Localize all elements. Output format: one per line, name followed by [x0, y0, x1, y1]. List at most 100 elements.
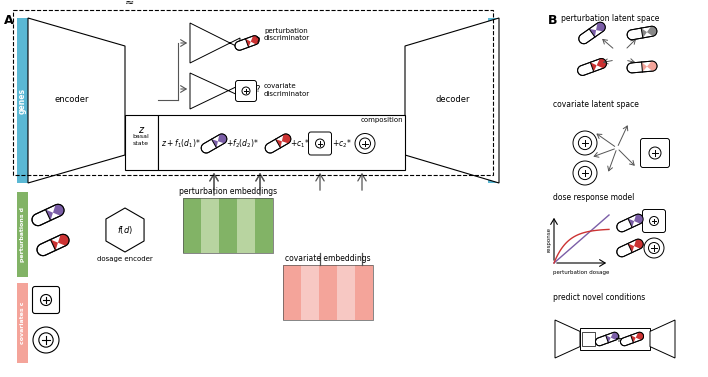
Polygon shape — [50, 234, 69, 250]
Bar — [237, 198, 255, 253]
Polygon shape — [235, 36, 259, 50]
Text: dose response model: dose response model — [553, 193, 634, 202]
Text: covariate latent space: covariate latent space — [553, 100, 639, 109]
Text: perturbation dosage: perturbation dosage — [554, 270, 610, 275]
Polygon shape — [641, 61, 657, 72]
Circle shape — [649, 216, 658, 225]
Polygon shape — [628, 214, 643, 228]
Bar — [283, 265, 301, 320]
Text: genes: genes — [18, 87, 27, 113]
FancyBboxPatch shape — [236, 81, 256, 101]
Polygon shape — [627, 61, 657, 73]
Circle shape — [316, 139, 324, 148]
Text: $f(d)$: $f(d)$ — [117, 224, 133, 236]
Bar — [183, 198, 273, 253]
Bar — [158, 115, 405, 170]
Text: $+c_2$*: $+c_2$* — [332, 137, 352, 150]
FancyBboxPatch shape — [309, 132, 331, 155]
Text: predict novel conditions: predict novel conditions — [553, 293, 645, 302]
Bar — [582, 332, 595, 346]
Polygon shape — [631, 332, 644, 343]
FancyBboxPatch shape — [642, 210, 666, 233]
Polygon shape — [190, 23, 240, 63]
Circle shape — [40, 294, 52, 305]
Text: basal: basal — [132, 134, 149, 139]
Text: decoder: decoder — [435, 95, 470, 104]
Polygon shape — [617, 239, 643, 257]
Polygon shape — [590, 58, 606, 72]
Polygon shape — [605, 332, 619, 343]
Text: composition: composition — [360, 117, 403, 123]
Polygon shape — [37, 234, 69, 256]
Polygon shape — [579, 22, 605, 44]
Bar — [255, 198, 273, 253]
Text: response: response — [546, 227, 551, 251]
Circle shape — [578, 136, 592, 150]
Polygon shape — [641, 26, 657, 38]
Bar — [219, 198, 237, 253]
Polygon shape — [201, 134, 227, 153]
Text: z: z — [139, 125, 144, 135]
Polygon shape — [650, 320, 675, 358]
Text: dosage encoder: dosage encoder — [97, 256, 153, 262]
Text: perturbation embeddings: perturbation embeddings — [179, 187, 277, 196]
Circle shape — [644, 238, 664, 258]
Text: state: state — [133, 141, 149, 146]
Text: $z+f_1(d_1)$*: $z+f_1(d_1)$* — [161, 137, 201, 150]
Circle shape — [355, 133, 375, 153]
Text: covariates c: covariates c — [20, 302, 25, 344]
Circle shape — [649, 147, 661, 159]
Bar — [355, 265, 373, 320]
Bar — [319, 265, 337, 320]
Polygon shape — [628, 239, 643, 253]
Text: encoder: encoder — [55, 95, 89, 104]
FancyBboxPatch shape — [641, 138, 670, 167]
Polygon shape — [212, 134, 227, 148]
Bar — [125, 115, 158, 170]
Polygon shape — [617, 214, 643, 232]
Polygon shape — [578, 58, 606, 75]
Bar — [17, 283, 28, 363]
Circle shape — [33, 327, 59, 353]
Text: B: B — [548, 14, 557, 27]
Polygon shape — [627, 26, 657, 40]
Text: genes: genes — [489, 87, 498, 113]
Text: ?: ? — [255, 37, 260, 46]
Bar — [13, 10, 493, 175]
Bar — [183, 198, 201, 253]
Polygon shape — [246, 36, 259, 47]
Circle shape — [578, 166, 592, 179]
Polygon shape — [266, 134, 291, 153]
Text: covariate embeddings: covariate embeddings — [285, 254, 371, 263]
Circle shape — [573, 131, 597, 155]
Bar — [488, 18, 499, 183]
Polygon shape — [32, 204, 64, 226]
Polygon shape — [275, 134, 291, 148]
Bar — [283, 265, 373, 320]
Polygon shape — [190, 73, 240, 109]
Circle shape — [360, 138, 370, 149]
Text: perturbation latent space: perturbation latent space — [561, 14, 659, 23]
Polygon shape — [589, 22, 605, 37]
Polygon shape — [405, 18, 499, 183]
Text: $+c_1$*: $+c_1$* — [290, 137, 310, 150]
Circle shape — [39, 333, 53, 347]
Circle shape — [573, 161, 597, 185]
Bar — [337, 265, 355, 320]
Text: perturbation
discriminator: perturbation discriminator — [264, 29, 310, 41]
Bar — [17, 192, 28, 277]
Bar — [201, 198, 219, 253]
Text: ?: ? — [255, 86, 260, 95]
Bar — [17, 18, 28, 183]
Circle shape — [242, 87, 250, 95]
Polygon shape — [45, 204, 64, 221]
FancyBboxPatch shape — [33, 287, 59, 314]
Bar — [580, 328, 650, 350]
Bar — [301, 265, 319, 320]
Text: ≈: ≈ — [125, 0, 135, 8]
Polygon shape — [555, 320, 580, 358]
Text: perturbations d: perturbations d — [20, 207, 25, 262]
Polygon shape — [106, 208, 144, 252]
Polygon shape — [595, 332, 619, 346]
Polygon shape — [28, 18, 125, 183]
